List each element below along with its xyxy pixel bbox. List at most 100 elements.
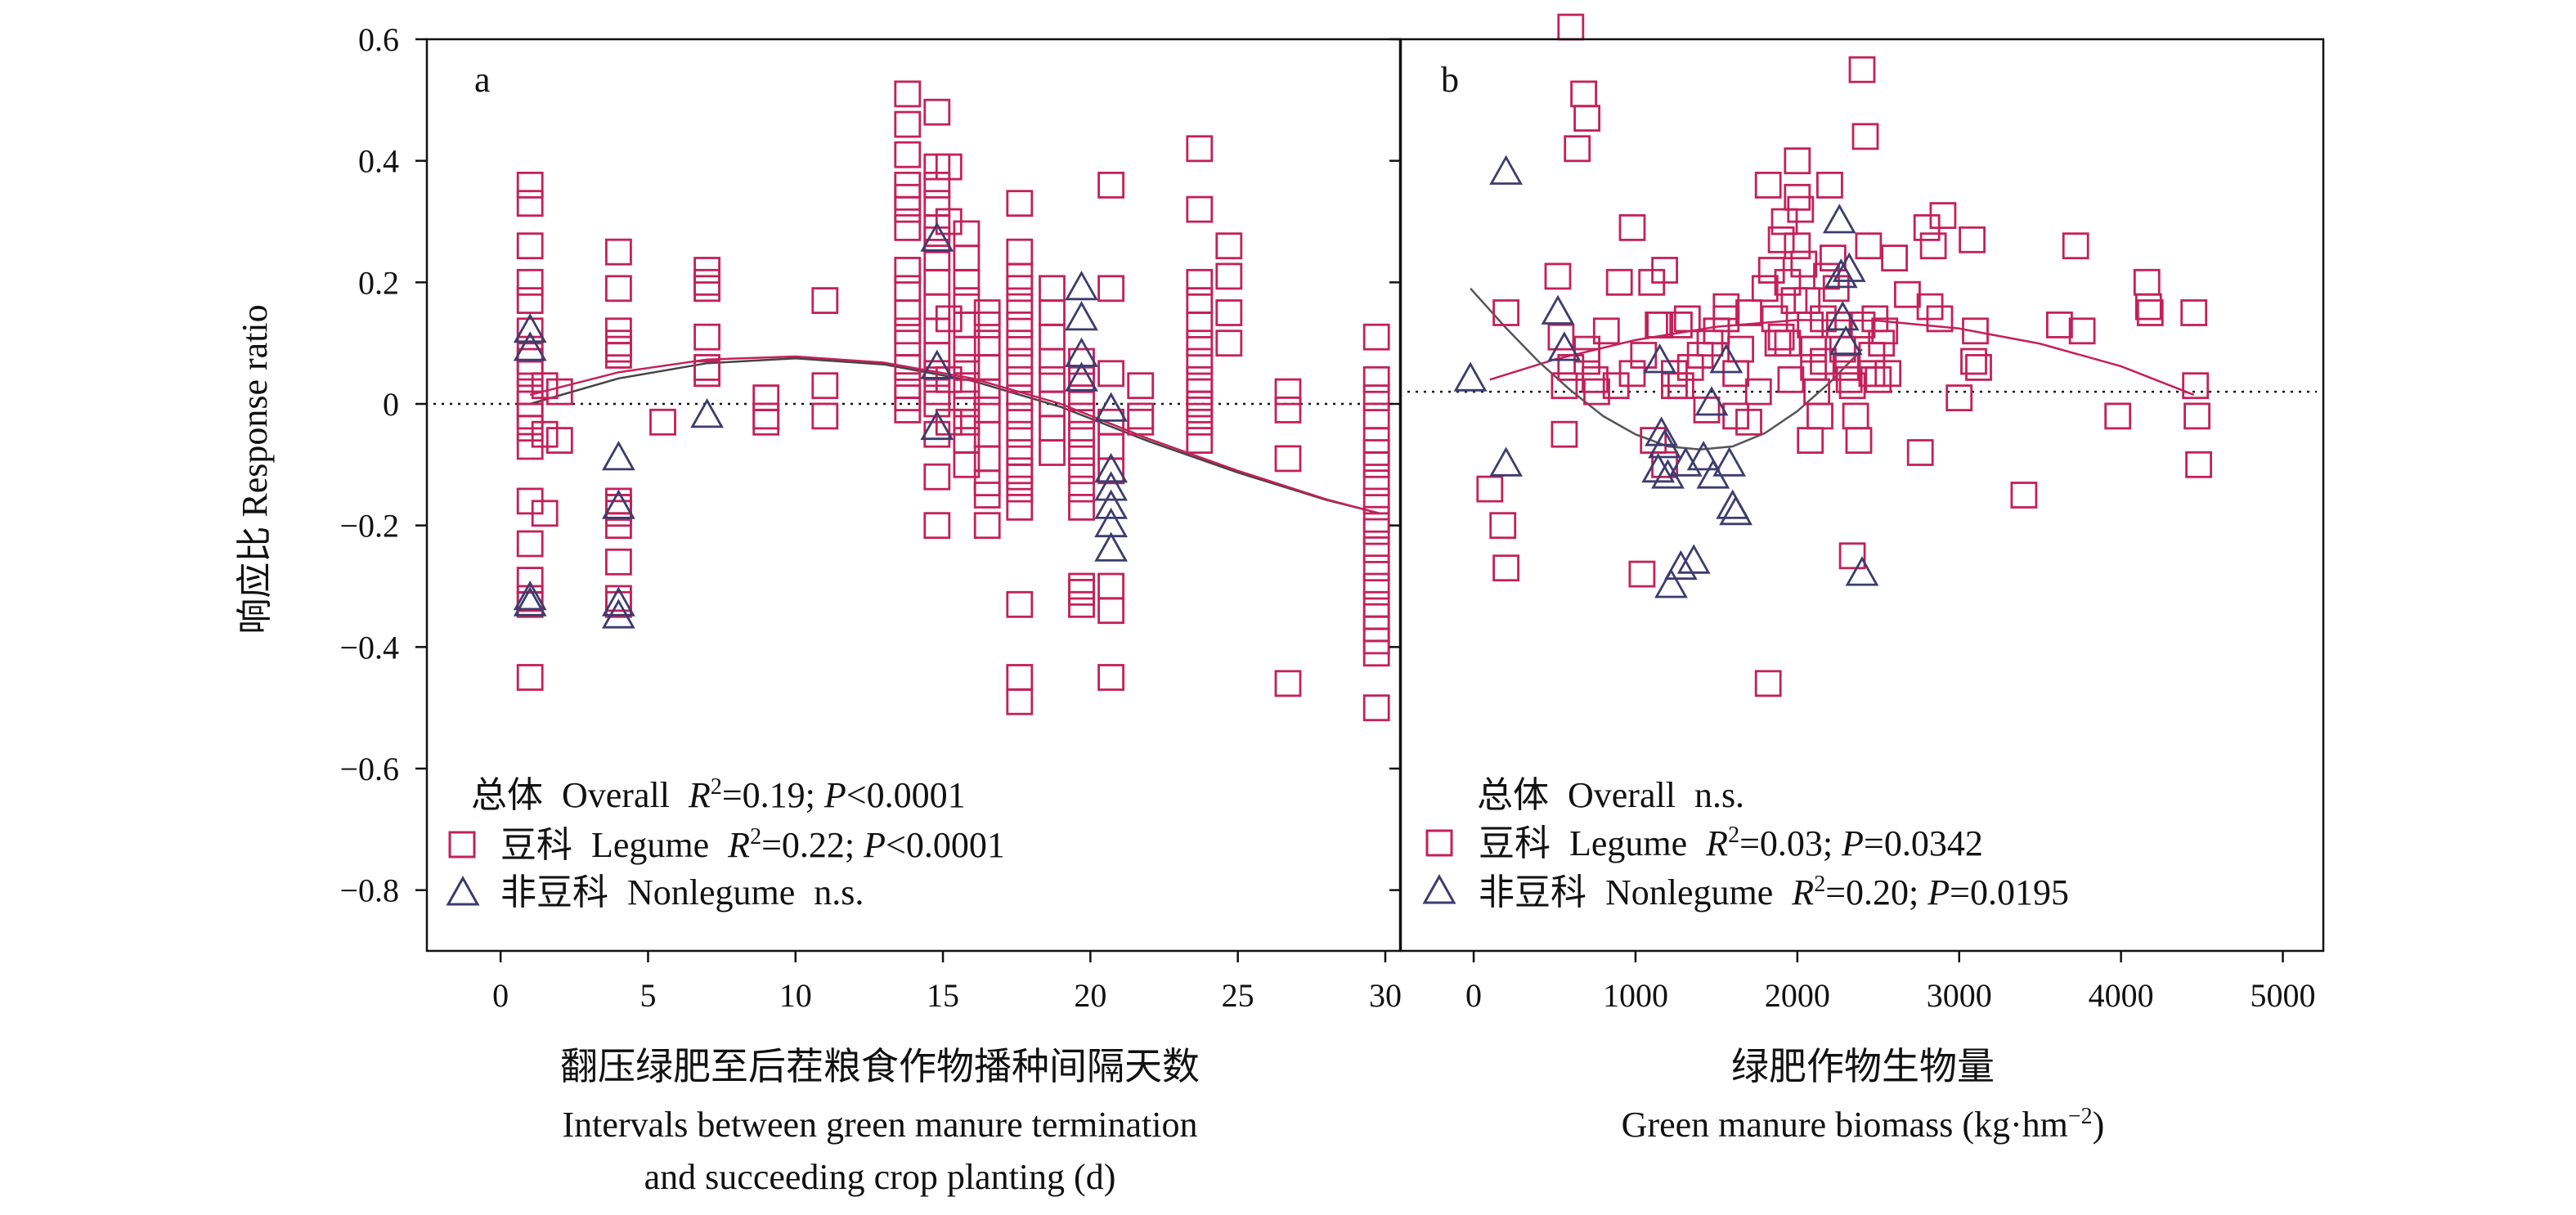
panel-b-legume-point [2136,299,2164,326]
panel-b-legume-point [1960,347,1987,375]
panel-b-legume-point [1735,299,1762,326]
panel-b-legume-point [1592,317,1620,345]
panel-b-legend-legume-en: Legume [1569,823,1687,863]
panel-b-nonlegume-point [1709,343,1744,374]
panel-a-legume-point [1186,427,1214,454]
panel-a-nonlegume-point [1065,270,1098,301]
panel-b-fit-line-legume [1489,319,2195,397]
panel-a-legume-point [1006,420,1034,448]
panel-a-x-axis-label-en-line2: and succeeding crop planting (d) [644,1157,1116,1197]
panel-b-legume-point [1848,311,1876,338]
panel-a-nonlegume-point [920,222,954,252]
panel-a-legume-point [752,408,780,436]
panel-a-legume-point [1215,232,1243,260]
panel-b-nonlegume-point [1489,446,1523,477]
panel-a-legume-point [1274,445,1302,473]
panel-b-legume-point [2133,268,2161,296]
panel-b-legume-point [1551,420,1578,448]
panel-b-legume-point [1492,554,1519,582]
panel-b-legume-point [1787,195,1815,223]
panel-a-legume-point [923,98,951,126]
panel-a-legume-point [894,396,922,424]
panel-b-legume-point [1838,542,1866,570]
panel-a-legume-point [1215,330,1243,357]
panel-b-legume-point [1906,439,1934,466]
panel-a-legume-point [953,335,981,363]
panel-a-legume-point [1186,311,1214,338]
panel-a-legume-point [894,353,922,381]
panel-b-x-axis-label-cn: 绿肥作物生物量 [1731,1046,1995,1087]
panel-a-y-tick-label: −0.2 [339,508,399,545]
panel-a-legume-point [894,80,922,108]
panel-a-nonlegume-point [920,349,954,379]
panel-a-y-axis-title: 响应比 Response ratio [235,304,275,634]
panel-a-legume-point [1068,494,1095,521]
panel-a-legume-point [923,268,951,296]
panel-a-legume-point [1362,572,1390,600]
panel-a-legume-point [1362,402,1390,430]
panel-a-legume-point [894,257,922,284]
panel-b-legume-point [2185,451,2213,478]
panel-b-legend-nonlegume-p: =0.0195 [1950,872,2069,912]
panel-a-legume-point [531,372,559,400]
panel-a-legume-point [1097,597,1124,625]
panel-a-legume-point [1068,457,1095,485]
panel-a-legume-point [531,420,559,448]
panel-a-legume-point [693,323,720,351]
panel-b-nonlegume-point [1541,294,1575,325]
panel-a-legume-point [516,287,544,315]
panel-a-legume-point [1039,323,1066,351]
panel-b-legume-point [1573,105,1600,132]
panel-a-legume-point [649,408,676,436]
panel-a-legend-legume-r2: =0.22; [761,825,864,865]
panel-b-legume-point [1573,347,1600,375]
panel-a-legume-point [894,299,922,326]
panel-a-legume-point [605,548,632,576]
panel-a-legume-point [894,110,922,138]
panel-a-legume-point [1362,323,1390,351]
panel-b-legend-nonlegume: 非豆科 Nonlegume R2=0.20; P=0.0195 [1479,872,2069,912]
panel-a-legume-point [811,402,839,430]
panel-b-data-points [1453,13,2213,697]
panel-a-legume-point [1274,396,1302,424]
panel-b-legume-point [1965,353,1992,381]
panel-b-legend-nonlegume-triangle-icon [1422,873,1456,904]
panel-a-fit-line-legume [529,355,1380,515]
panel-b-legend-legume-square-icon [1425,829,1453,857]
panel-b-legume-point [2183,402,2211,430]
panel-a-legend-legume-cn: 豆科 [500,825,572,865]
panel-b: 0 1000 2000 3000 4000 5000 b 总体 Overall n.s. … [1389,13,2325,1145]
panel-b-legume-point [1645,311,1672,338]
panel-a-legume-point [1006,463,1034,491]
panel-b-legume-point [1893,280,1921,308]
panel-b-legume-point [1767,226,1795,253]
panel-a-legend-nonlegume: 非豆科 Nonlegume n.s. [500,872,864,912]
panel-b-legume-point [1712,305,1740,333]
panel-a-legume-point [1097,171,1124,199]
panel-b-nonlegume-point [1664,549,1698,581]
panel-b-legume-point [1851,123,1879,150]
panel-b-legume-point [2062,232,2089,260]
panel-b-legume-point [1751,275,1779,303]
panel-a-legume-point [516,232,544,260]
panel-b-legume-point [1476,475,1504,503]
panel-b-legume-point [1666,311,1693,338]
panel-a-legume-point [1362,554,1390,582]
panel-b-legume-point [1797,427,1824,454]
panel-b-legume-point [1489,512,1517,540]
panel-b-legume-point [1547,323,1575,351]
panel-b-legend-overall-stat: n.s. [1694,775,1744,815]
panel-a-nonlegume-point [602,441,635,471]
panel-a-legume-point [894,275,922,303]
panel-b-legume-point [1959,226,1986,253]
panel-a-x-axis-label-en-line1: Intervals between green manure terminati… [562,1105,1197,1145]
panel-a-legume-point [545,427,573,454]
panel-a-legend-overall: 总体 Overall R2=0.19; P<0.0001 [471,774,966,815]
panel-b-legume-point [1774,268,1802,296]
panel-b-legume-point [1819,244,1847,272]
panel-a-legend-legume-p: <0.0001 [886,825,1005,865]
panel-a-legume-point [1362,365,1390,393]
panel-a-legend-legume-en: Legume [591,825,709,865]
panel-a-legume-point [973,512,1001,540]
